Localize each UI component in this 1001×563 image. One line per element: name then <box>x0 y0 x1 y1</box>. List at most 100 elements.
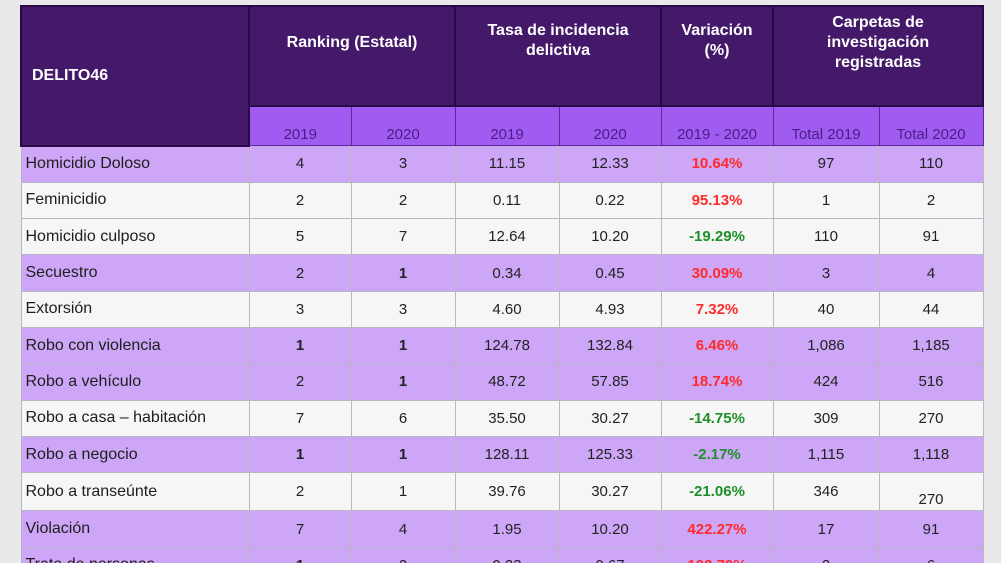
subheader-variacion: 2019 - 2020 <box>660 105 774 146</box>
cell-delito: Homicidio culposo <box>20 218 250 256</box>
carpetas-header-line1: Carpetas de <box>832 14 924 31</box>
subheader-total-2020: Total 2020 <box>878 105 984 146</box>
cell-tasa-2019: 0.11 <box>454 181 560 220</box>
cell-delito: Robo a negocio <box>20 435 250 474</box>
table-row: Secuestro 2 1 0.34 0.45 30.09% 3 4 <box>20 254 984 292</box>
crime-statistics-table: DELITO46 Ranking (Estatal) Tasa de incid… <box>20 5 984 563</box>
cell-total-2019: 1,115 <box>772 435 880 474</box>
table-body: Homicidio Doloso 4 3 11.15 12.33 10.64% 97 110 F… <box>20 145 984 563</box>
cell-tasa-2019: 0.23 <box>454 546 560 563</box>
cell-rank-2019: 1 <box>248 326 352 365</box>
cell-rank-2020: 3 <box>350 290 456 328</box>
cell-rank-2020: 1 <box>350 435 456 474</box>
subheader-tasa-2019: 2019 <box>454 105 560 146</box>
cell-delito: Robo a vehículo <box>20 363 250 401</box>
cell-tasa-2019: 4.60 <box>454 290 560 328</box>
cell-delito: Homicidio Doloso <box>20 145 250 183</box>
table-row: Homicidio culposo 5 7 12.64 10.20 -19.29% 110 9… <box>20 218 984 256</box>
cell-tasa-2020: 57.85 <box>558 363 662 401</box>
header-row: DELITO46 Ranking (Estatal) Tasa de incid… <box>20 5 984 147</box>
cell-variacion: 6.46% <box>660 326 774 365</box>
cell-delito: Robo a transeúnte <box>20 472 250 512</box>
subheader-tasa-2020: 2020 <box>558 105 662 146</box>
cell-rank-2019: 2 <box>248 363 352 401</box>
cell-total-2019: 309 <box>772 399 880 437</box>
cell-delito: Extorsión <box>20 290 250 328</box>
cell-tasa-2020: 125.33 <box>558 435 662 474</box>
cell-rank-2020: 3 <box>350 145 456 183</box>
cell-variacion: -14.75% <box>660 399 774 437</box>
subheader-rank-2020: 2020 <box>350 105 456 146</box>
cell-rank-2019: 7 <box>248 399 352 437</box>
cell-rank-2020: 2 <box>350 181 456 220</box>
cell-tasa-2019: 39.76 <box>454 472 560 512</box>
cell-total-2020: 2 <box>878 181 984 220</box>
cell-rank-2019: 2 <box>248 254 352 292</box>
cell-tasa-2019: 0.34 <box>454 254 560 292</box>
cell-variacion: -19.29% <box>660 218 774 256</box>
cell-total-2020: 44 <box>878 290 984 328</box>
delito-column-header: DELITO46 <box>20 5 250 147</box>
cell-total-2019: 2 <box>772 546 880 563</box>
cell-total-2020: 110 <box>878 145 984 183</box>
cell-tasa-2020: 30.27 <box>558 399 662 437</box>
table-row: Robo a negocio 1 1 128.11 125.33 -2.17% 1,115 1… <box>20 435 984 474</box>
cell-variacion: 95.13% <box>660 181 774 220</box>
cell-variacion: 18.74% <box>660 363 774 401</box>
cell-tasa-2019: 1.95 <box>454 510 560 548</box>
cell-rank-2020: 1 <box>350 326 456 365</box>
subheader-total-2019: Total 2019 <box>772 105 880 146</box>
cell-rank-2019: 1 <box>248 435 352 474</box>
subheader-row: 2019 2020 2019 2020 2019 - 2020 Total 20… <box>21 105 984 146</box>
cell-variacion: -2.17% <box>660 435 774 474</box>
cell-rank-2020: 1 <box>350 254 456 292</box>
cell-total-2020: 6 <box>878 546 984 563</box>
cell-total-2019: 17 <box>772 510 880 548</box>
tasa-header-line1: Tasa de incidencia <box>487 22 629 39</box>
cell-total-2019: 424 <box>772 363 880 401</box>
cell-total-2019: 3 <box>772 254 880 292</box>
carpetas-column-header: Carpetas de investigación registradas <box>772 5 984 107</box>
cell-rank-2019: 7 <box>248 510 352 548</box>
tasa-column-header: Tasa de incidencia delictiva <box>454 5 662 107</box>
cell-tasa-2020: 4.93 <box>558 290 662 328</box>
cell-delito: Feminicidio <box>20 181 250 220</box>
subheader-rank-2019: 2019 <box>248 105 352 146</box>
cell-tasa-2019: 48.72 <box>454 363 560 401</box>
cell-tasa-2020: 0.45 <box>558 254 662 292</box>
cell-rank-2019: 1 <box>248 546 352 563</box>
table-row: Feminicidio 2 2 0.11 0.22 95.13% 1 2 <box>20 181 984 220</box>
cell-variacion: 192.70% <box>660 546 774 563</box>
cell-total-2019: 1,086 <box>772 326 880 365</box>
cell-rank-2019: 5 <box>248 218 352 256</box>
cell-delito: Violación <box>20 510 250 548</box>
cell-variacion: 7.32% <box>660 290 774 328</box>
table-row: Homicidio Doloso 4 3 11.15 12.33 10.64% 97 110 <box>20 145 984 183</box>
cell-variacion: 422.27% <box>660 510 774 548</box>
cell-rank-2020: 1 <box>350 472 456 512</box>
cell-variacion: 30.09% <box>660 254 774 292</box>
table-row: Trata de personas120.230.67192.70%26 <box>20 546 984 563</box>
table-row: Violación 7 4 1.95 10.20 422.27% 17 91 <box>20 510 984 548</box>
cell-tasa-2020: 132.84 <box>558 326 662 365</box>
table-row: Robo con violencia 1 1 124.78 132.84 6.46% 1,0… <box>20 326 984 365</box>
cell-total-2020: 516 <box>878 363 984 401</box>
variacion-column-header: Variación (%) <box>660 5 774 107</box>
carpetas-header-line2: investigación <box>826 34 930 51</box>
cell-rank-2019: 2 <box>248 181 352 220</box>
cell-variacion: -21.06% <box>660 472 774 512</box>
cell-delito: Robo con violencia <box>20 326 250 365</box>
cell-rank-2020: 6 <box>350 399 456 437</box>
cell-total-2019: 97 <box>772 145 880 183</box>
cell-total-2020: 1,118 <box>878 435 984 474</box>
cell-total-2020: 4 <box>878 254 984 292</box>
table-row: Robo a casa – habitación 7 6 35.50 30.27 -14.… <box>20 399 984 437</box>
cell-delito: Trata de personas <box>20 546 250 563</box>
cell-tasa-2019: 11.15 <box>454 145 560 183</box>
variacion-header-line1: Variación <box>681 22 753 39</box>
cell-total-2019: 40 <box>772 290 880 328</box>
cell-rank-2019: 3 <box>248 290 352 328</box>
cell-delito: Secuestro <box>20 254 250 292</box>
cell-tasa-2020: 10.20 <box>558 218 662 256</box>
